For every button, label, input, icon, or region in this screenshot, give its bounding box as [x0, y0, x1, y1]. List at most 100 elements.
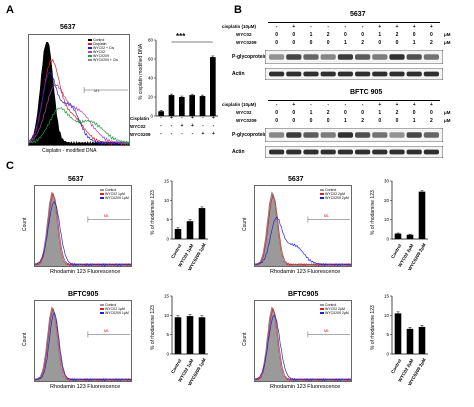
blot-lane-value: +: [378, 24, 382, 30]
blot-lane-value: -: [361, 102, 364, 108]
bar-c-chart: 0 5 10 15: [164, 179, 208, 242]
flow-c-legend: Control WYC02 1μM WYC0209 1μM: [100, 303, 129, 315]
blot-row-label: cisplatin (10μM): [222, 102, 257, 107]
legend-text: WYC0209 1μM: [105, 196, 129, 200]
blot-lane-value: 0: [275, 40, 278, 46]
blot-lane-value: 2: [326, 110, 330, 116]
blot-band: [423, 132, 439, 138]
blot-unit: μM: [444, 40, 451, 45]
bar: [186, 316, 194, 354]
flow-filled-histogram: [35, 307, 131, 381]
legend-text: Control: [105, 303, 117, 307]
blot-lane-value: 1: [309, 110, 313, 116]
blot-lane-value: 0: [292, 40, 296, 46]
legend-entry: WYC0209: [88, 54, 118, 58]
flow-a-gate-label: M1: [94, 88, 100, 93]
blot-lane-value: 0: [395, 40, 399, 46]
blot-band: [303, 132, 319, 138]
bar: [189, 95, 196, 116]
blot-band: [337, 71, 353, 77]
blot-band: [406, 54, 422, 60]
bar-a-row-cell: +: [212, 115, 215, 121]
legend-swatch: [100, 304, 104, 307]
flow-c-histogram: [34, 185, 132, 267]
legend-entry: Control: [88, 38, 118, 42]
blot-band: [269, 54, 285, 60]
bar-y-tick-label: 0: [166, 237, 169, 242]
legend-text: WYC02 2μM: [325, 307, 345, 311]
blot-lane-value: 2: [395, 110, 399, 116]
blot-lane-value: 0: [395, 118, 399, 124]
bar-a-row-cell: -: [160, 131, 162, 137]
blot-band-label: Actin: [232, 71, 245, 77]
blot-band: [406, 71, 422, 77]
bar-a-row-cell: +: [201, 131, 205, 137]
bar-y-tick-label: 10: [164, 198, 170, 203]
blot-band: [372, 71, 388, 77]
blot-band: [320, 54, 336, 60]
flow-curve-4: [28, 107, 130, 146]
blot-band-label: Actin: [232, 149, 245, 155]
bar-y-tick-label: 80: [148, 38, 154, 43]
blot-band: [372, 132, 388, 138]
blot-lane-value: 0: [309, 40, 313, 46]
blot-lane-value: 0: [326, 118, 330, 124]
blot-band: [286, 149, 302, 155]
blot-lane-value: 0: [430, 110, 433, 116]
blot-unit: μM: [444, 118, 451, 123]
legend-text: WYC02 1μM: [105, 307, 125, 311]
blot-lane-value: -: [361, 24, 364, 30]
blot-lane-value: +: [412, 102, 416, 108]
blot-lane-value: -: [275, 102, 278, 108]
flow-c-xlabel: Rhodamin 123 Fluorescence: [50, 384, 121, 390]
bar: [198, 208, 206, 239]
blot-band: [355, 132, 371, 138]
blot-row-label: WYC02: [236, 32, 252, 37]
bar-y-tick-label: 0: [386, 352, 389, 357]
bar-a-row-label: WYC0209: [130, 132, 151, 137]
bar-c-ylabel: % of rhodamine 123: [370, 190, 376, 235]
blot-lane-value: 0: [275, 118, 278, 124]
legend-entry: WYC02: [88, 50, 118, 54]
legend-swatch: [100, 312, 104, 315]
blot-band: [303, 54, 319, 60]
blot-lane-value: 2: [395, 32, 399, 38]
blot-cell-line: 5637: [350, 11, 366, 18]
blot-band-strip: [265, 146, 443, 158]
legend-swatch: [88, 39, 92, 42]
legend-text: Control: [325, 188, 337, 192]
blot-lane-value: 1: [412, 118, 416, 124]
legend-text: Control: [105, 188, 117, 192]
blot-band: [355, 54, 371, 60]
blot-lane-value: +: [292, 102, 296, 108]
blot-lane-value: 1: [412, 40, 416, 46]
bar-c-chart: 0 5 10 15: [164, 294, 208, 356]
flow-filled-histogram: [35, 192, 131, 266]
blot-lane-value: -: [344, 102, 347, 108]
bar-a-row-cell: +: [212, 131, 215, 137]
legend-entry: Control: [100, 303, 129, 307]
legend-entry: Cisplatin: [88, 42, 118, 46]
blot-band: [423, 54, 439, 60]
bar-a-sig: ***: [176, 32, 186, 41]
blot-band: [389, 71, 405, 77]
flow-c-xlabel: Rhodamin 123 Fluorescence: [270, 269, 341, 275]
bar-y-tick-label: 40: [148, 76, 154, 81]
blot-band-strip: [265, 128, 443, 142]
flow-c-histogram: [254, 185, 352, 267]
blot-band: [423, 149, 439, 155]
flow-c-gate-label: M1: [324, 214, 329, 218]
flow-c-legend: Control WYC02 1μM WYC0209 1μM: [100, 188, 129, 200]
blot-lane-value: 0: [309, 118, 313, 124]
blot-band: [355, 149, 371, 155]
legend-swatch: [88, 59, 92, 62]
bar-a-row-cell: -: [160, 123, 162, 129]
legend-swatch: [88, 43, 92, 46]
flow-curve-2: [28, 72, 130, 146]
blot-band: [286, 71, 302, 77]
legend-swatch: [100, 197, 104, 200]
legend-entry: WYC02 2μM: [320, 307, 349, 311]
bar-y-tick-label: 0: [150, 114, 153, 119]
legend-entry: WYC0209 2μM: [320, 196, 349, 200]
flow-c-title: BFTC905: [288, 291, 319, 298]
